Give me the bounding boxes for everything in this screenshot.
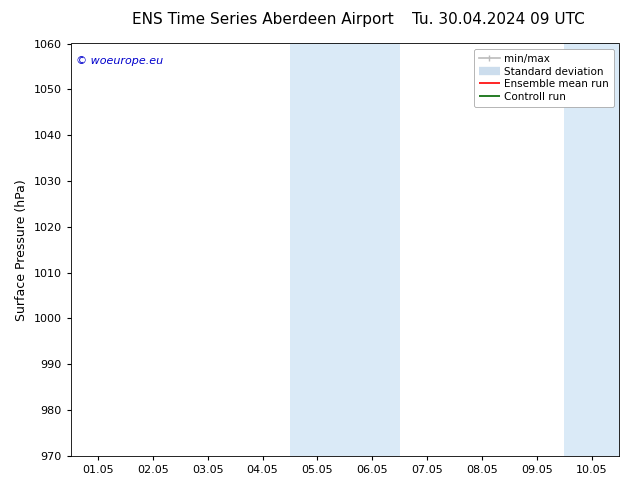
Text: © woeurope.eu: © woeurope.eu [76,56,164,66]
Text: Tu. 30.04.2024 09 UTC: Tu. 30.04.2024 09 UTC [412,12,585,27]
Legend: min/max, Standard deviation, Ensemble mean run, Controll run: min/max, Standard deviation, Ensemble me… [474,49,614,107]
Text: ENS Time Series Aberdeen Airport: ENS Time Series Aberdeen Airport [132,12,394,27]
Y-axis label: Surface Pressure (hPa): Surface Pressure (hPa) [15,179,28,320]
Bar [290,44,399,456]
Bar [564,44,634,456]
